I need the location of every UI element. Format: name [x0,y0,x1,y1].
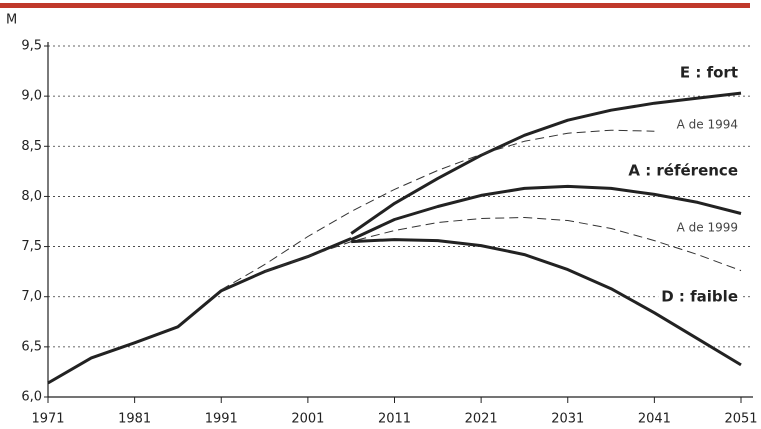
label-bg [673,218,741,238]
y-axis-unit: M [6,13,17,28]
y-tick-label: 8,5 [21,139,42,154]
y-tick-label: 9,0 [21,89,42,104]
series-label: A : référence [628,162,738,180]
label-bg [625,161,741,181]
x-tick-label: 2041 [638,412,671,427]
y-tick-label: 6,5 [21,339,42,354]
series-line [264,217,742,273]
y-tick-label: 7,5 [21,239,42,254]
label-bg [658,287,741,307]
label-bg [676,63,741,83]
x-tick-label: 2001 [291,412,324,427]
series-line [350,91,742,235]
series-line [350,184,742,241]
y-tick-label: 9,5 [21,39,42,54]
x-tick-label: 1991 [205,412,238,427]
series-line [47,237,352,385]
series-line [221,129,655,291]
x-tick-label: 1971 [31,412,64,427]
series-label: D : faible [661,288,738,306]
x-tick-label: 2051 [724,412,757,427]
x-tick-label: 2031 [551,412,584,427]
x-tick-label: 2021 [465,412,498,427]
label-bg [673,115,741,135]
x-tick-label: 2011 [378,412,411,427]
y-tick-label: 8,0 [21,189,42,204]
series-label: A de 1999 [677,221,738,235]
series-label: E : fort [680,64,738,82]
y-tick-label: 7,0 [21,289,42,304]
top-bar [0,3,750,8]
y-tick-label: 6,0 [21,390,42,405]
series-line [351,238,742,367]
x-tick-label: 1981 [118,412,151,427]
series-label: A de 1994 [677,118,738,132]
